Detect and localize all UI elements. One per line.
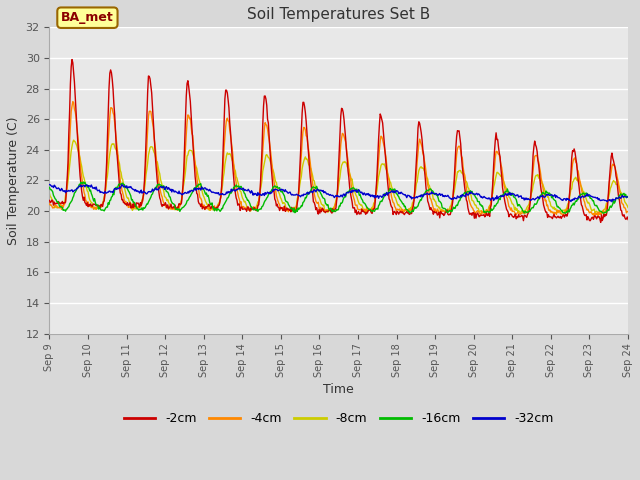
Legend: -2cm, -4cm, -8cm, -16cm, -32cm: -2cm, -4cm, -8cm, -16cm, -32cm bbox=[119, 408, 559, 431]
Title: Soil Temperatures Set B: Soil Temperatures Set B bbox=[247, 7, 430, 22]
Text: BA_met: BA_met bbox=[61, 11, 114, 24]
Y-axis label: Soil Temperature (C): Soil Temperature (C) bbox=[7, 116, 20, 245]
X-axis label: Time: Time bbox=[323, 383, 354, 396]
